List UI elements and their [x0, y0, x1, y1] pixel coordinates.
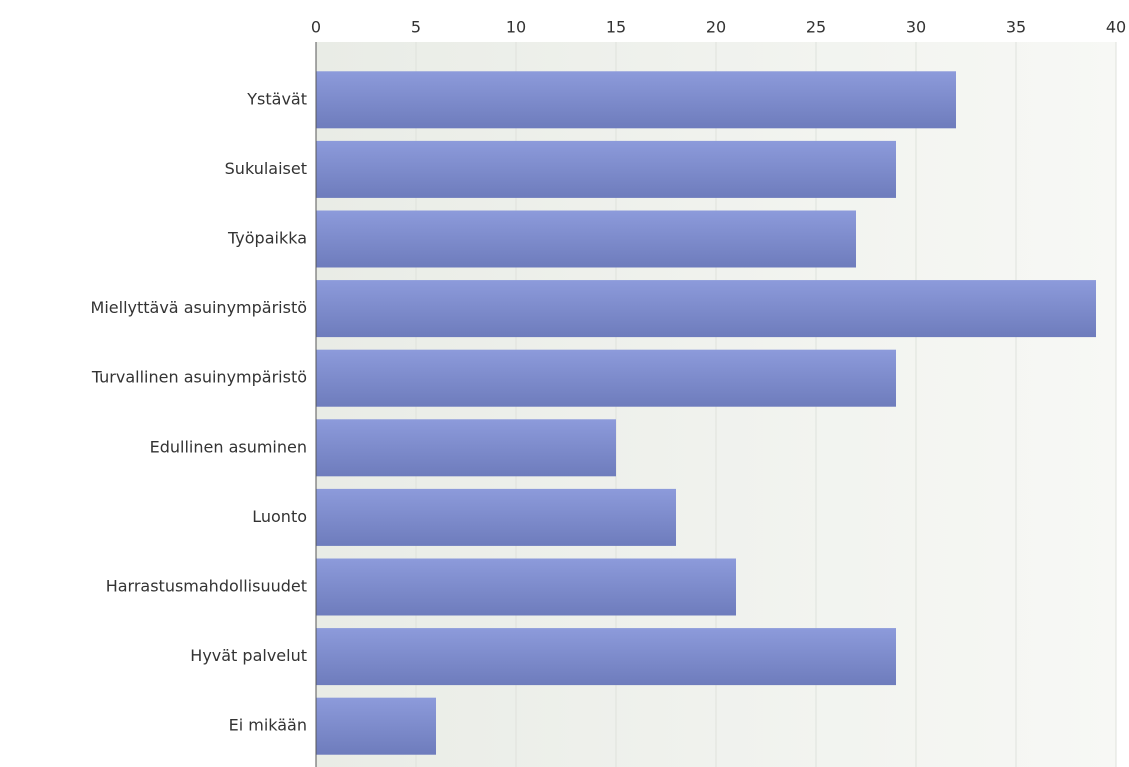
y-tick-label: Miellyttävä asuinympäristö — [91, 298, 307, 317]
y-tick-label: Sukulaiset — [225, 159, 307, 178]
x-tick-label: 15 — [606, 18, 626, 37]
bar — [316, 280, 1096, 338]
bar — [316, 697, 436, 755]
x-tick-label: 20 — [706, 18, 726, 37]
y-tick-label: Luonto — [252, 507, 307, 526]
y-tick-label: Työpaikka — [227, 229, 307, 248]
bar — [316, 349, 896, 407]
bar — [316, 140, 896, 198]
bar — [316, 488, 676, 546]
bar — [316, 210, 856, 268]
x-tick-label: 0 — [311, 18, 321, 37]
bar — [316, 558, 736, 616]
y-tick-label: Edullinen asuminen — [150, 437, 307, 456]
x-tick-label: 30 — [906, 18, 926, 37]
bar — [316, 71, 956, 129]
y-tick-label: Turvallinen asuinympäristö — [91, 368, 307, 387]
x-tick-label: 5 — [411, 18, 421, 37]
y-tick-label: Harrastusmahdollisuudet — [106, 577, 307, 596]
x-tick-label: 40 — [1106, 18, 1126, 37]
x-tick-label: 25 — [806, 18, 826, 37]
x-tick-label: 10 — [506, 18, 526, 37]
y-tick-label: Hyvät palvelut — [190, 646, 307, 665]
bar — [316, 419, 616, 477]
x-tick-label: 35 — [1006, 18, 1026, 37]
bar — [316, 628, 896, 686]
y-tick-label: Ystävät — [246, 89, 307, 108]
y-tick-label: Ei mikään — [229, 716, 307, 735]
